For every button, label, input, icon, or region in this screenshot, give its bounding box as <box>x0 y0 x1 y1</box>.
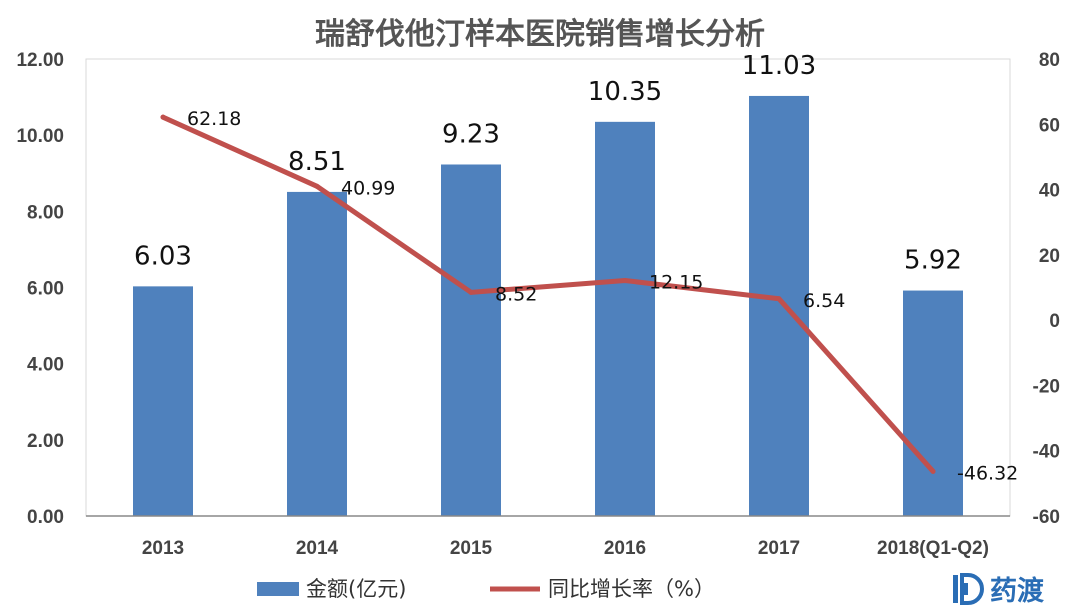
x-tick-label: 2016 <box>604 538 646 559</box>
bar-data-label: 9.23 <box>442 119 500 149</box>
left-tick-label: 10.00 <box>16 126 64 147</box>
line-data-label: 12.15 <box>649 271 703 293</box>
growth-line <box>160 114 936 474</box>
right-tick-label: 60 <box>1039 115 1060 136</box>
right-tick-label: -60 <box>1033 507 1060 528</box>
right-tick-label: 40 <box>1039 181 1060 202</box>
left-tick-label: 4.00 <box>27 355 64 376</box>
line-labels: 62.18 40.99 8.52 12.15 6.54 -46.32 <box>187 108 1018 484</box>
line-data-label: -46.32 <box>957 462 1018 484</box>
line-point <box>314 183 320 189</box>
bar <box>595 121 655 517</box>
left-tick-label: 12.00 <box>16 50 64 71</box>
bar <box>903 290 963 516</box>
bar-series <box>133 95 963 517</box>
line-data-label: 8.52 <box>495 283 537 305</box>
line-series <box>160 114 936 474</box>
left-axis: 0.00 2.00 4.00 6.00 8.00 10.00 12.00 <box>16 50 64 528</box>
x-tick-label: 2015 <box>450 538 493 559</box>
x-tick-label: 2013 <box>142 538 184 559</box>
line-point <box>930 468 936 474</box>
x-tick-label: 2014 <box>296 538 339 559</box>
bar <box>133 286 193 516</box>
bar-data-label: 5.92 <box>904 246 962 276</box>
right-tick-label: -40 <box>1033 442 1060 463</box>
legend-bar-swatch <box>257 582 299 596</box>
legend: 金额(亿元) 同比增长率（%） <box>257 577 715 601</box>
legend-line-label: 同比增长率（%） <box>548 577 715 601</box>
bar-labels: 6.03 8.51 9.23 10.35 11.03 5.92 <box>134 51 962 276</box>
bar-data-label: 6.03 <box>134 241 192 271</box>
line-point <box>622 277 628 283</box>
bar-data-label: 10.35 <box>588 77 662 107</box>
line-point <box>776 296 782 302</box>
bar <box>749 95 809 517</box>
right-tick-label: 0 <box>1049 311 1060 332</box>
right-tick-label: 80 <box>1039 50 1060 71</box>
x-tick-label: 2018(Q1-Q2) <box>877 538 989 559</box>
logo: 药渡 <box>953 573 1045 607</box>
right-axis: -60 -40 -20 0 20 40 60 80 <box>1033 50 1060 528</box>
right-tick-label: -20 <box>1033 376 1060 397</box>
bar <box>441 164 501 516</box>
line-point <box>160 114 166 120</box>
x-tick-label: 2017 <box>758 538 800 559</box>
bar-data-label: 11.03 <box>742 51 816 81</box>
left-tick-label: 0.00 <box>27 507 64 528</box>
left-tick-label: 6.00 <box>27 279 64 300</box>
line-point <box>468 289 474 295</box>
d-logo-icon <box>953 573 984 605</box>
left-tick-label: 2.00 <box>27 431 64 452</box>
left-tick-label: 8.00 <box>27 202 64 223</box>
bar <box>287 191 347 516</box>
legend-bar-label: 金额(亿元) <box>306 577 406 601</box>
line-data-label: 62.18 <box>187 108 241 130</box>
right-tick-label: 20 <box>1039 246 1060 267</box>
logo-text: 药渡 <box>990 575 1045 607</box>
bar-data-label: 8.51 <box>288 147 346 177</box>
chart-title: 瑞舒伐他汀样本医院销售增长分析 <box>315 17 765 52</box>
line-data-label: 40.99 <box>341 177 395 199</box>
line-data-label: 6.54 <box>803 290 845 312</box>
x-axis: 2013 2014 2015 2016 2017 2018(Q1-Q2) <box>142 538 989 559</box>
